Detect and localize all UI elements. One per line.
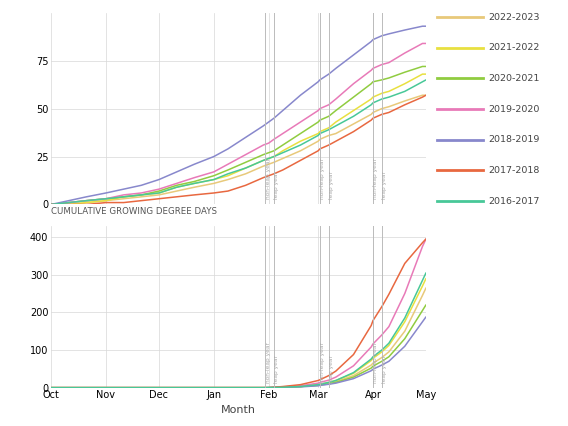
Text: non-leap year: non-leap year [266, 342, 270, 383]
Text: 2022-2023: 2022-2023 [488, 12, 540, 22]
Text: leap year: leap year [274, 171, 279, 199]
Text: leap year: leap year [382, 171, 387, 199]
Text: 2020-2021: 2020-2021 [488, 74, 540, 83]
Text: leap year: leap year [329, 171, 335, 199]
Text: non-leap year: non-leap year [374, 158, 378, 199]
Text: 2018-2019: 2018-2019 [488, 135, 540, 144]
Text: 2017-2018: 2017-2018 [488, 166, 540, 175]
X-axis label: Month: Month [221, 405, 256, 414]
Text: non-leap year: non-leap year [266, 158, 270, 199]
Text: leap year: leap year [382, 355, 387, 383]
Text: CUMULATIVE GROWING DEGREE DAYS: CUMULATIVE GROWING DEGREE DAYS [51, 207, 217, 216]
Text: leap year: leap year [274, 355, 279, 383]
Text: non-leap year: non-leap year [320, 342, 325, 383]
Text: non-leap year: non-leap year [320, 158, 325, 199]
Text: 2021-2022: 2021-2022 [488, 43, 540, 52]
Text: 2019-2020: 2019-2020 [488, 104, 540, 114]
Text: non-leap year: non-leap year [374, 342, 378, 383]
Text: 2016-2017: 2016-2017 [488, 196, 540, 206]
Text: leap year: leap year [329, 355, 335, 383]
